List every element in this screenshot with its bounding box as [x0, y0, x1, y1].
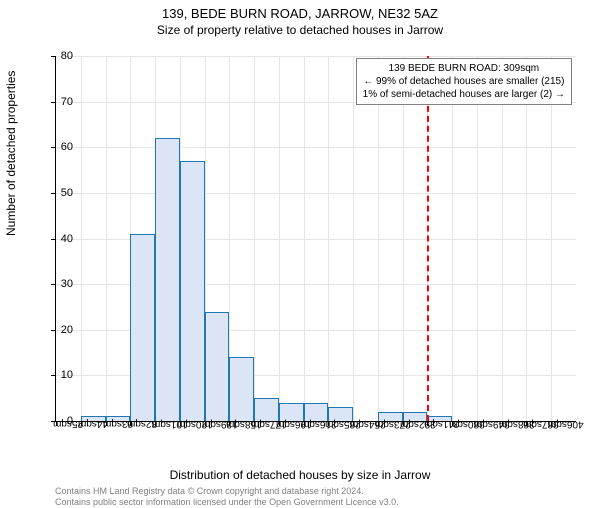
gridline-v [526, 56, 527, 421]
histogram-bar [130, 234, 155, 421]
legend-line1: 139 BEDE BURN ROAD: 309sqm [363, 62, 565, 75]
ytick-label: 10 [43, 369, 73, 381]
gridline-v [378, 56, 379, 421]
ytick-label: 20 [43, 324, 73, 336]
gridline-v [81, 56, 82, 421]
y-axis-label: Number of detached properties [4, 71, 18, 236]
histogram-bar [180, 161, 205, 421]
legend-box: 139 BEDE BURN ROAD: 309sqm ← 99% of deta… [356, 58, 572, 105]
gridline-h [56, 147, 576, 148]
ytick-label: 50 [43, 187, 73, 199]
ytick-label: 30 [43, 278, 73, 290]
gridline-v [279, 56, 280, 421]
gridline-v [477, 56, 478, 421]
gridline-v [254, 56, 255, 421]
gridline-h [56, 193, 576, 194]
legend-line2: ← 99% of detached houses are smaller (21… [363, 75, 565, 88]
legend-line3: 1% of semi-detached houses are larger (2… [363, 88, 565, 101]
footer-line2: Contains public sector information licen… [55, 497, 399, 508]
title-sub: Size of property relative to detached ho… [0, 23, 600, 37]
histogram-bar [155, 138, 180, 421]
gridline-v [106, 56, 107, 421]
footer-attribution: Contains HM Land Registry data © Crown c… [55, 486, 399, 508]
ytick-label: 40 [43, 233, 73, 245]
gridline-v [403, 56, 404, 421]
histogram-bar [229, 357, 254, 421]
footer-line1: Contains HM Land Registry data © Crown c… [55, 486, 399, 497]
marker-line [427, 56, 429, 421]
gridline-v [551, 56, 552, 421]
ytick-label: 80 [43, 50, 73, 62]
plot-area [55, 56, 576, 422]
gridline-v [328, 56, 329, 421]
ytick-label: 70 [43, 96, 73, 108]
gridline-v [353, 56, 354, 421]
gridline-h [56, 56, 576, 57]
histogram-bar [205, 312, 230, 422]
ytick-label: 60 [43, 141, 73, 153]
gridline-v [304, 56, 305, 421]
gridline-v [502, 56, 503, 421]
title-main: 139, BEDE BURN ROAD, JARROW, NE32 5AZ [0, 6, 600, 21]
x-axis-label: Distribution of detached houses by size … [0, 468, 600, 482]
gridline-v [452, 56, 453, 421]
chart-area [55, 56, 575, 421]
